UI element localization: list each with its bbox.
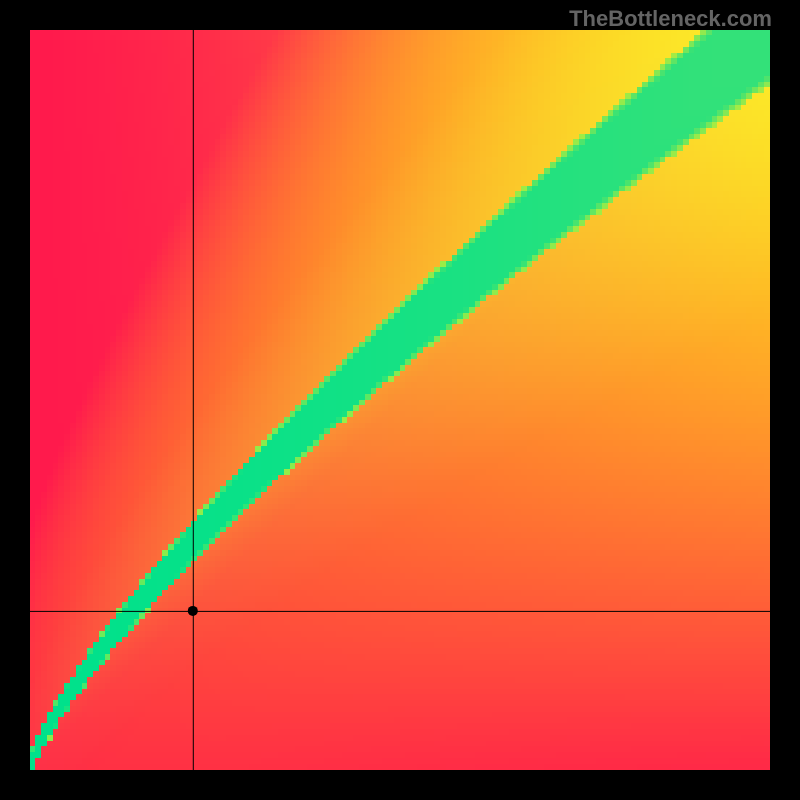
bottleneck-heatmap [30, 30, 770, 770]
chart-frame: TheBottleneck.com [0, 0, 800, 800]
watermark-text: TheBottleneck.com [569, 6, 772, 32]
